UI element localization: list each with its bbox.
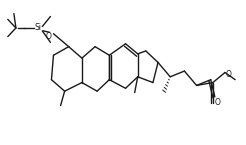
Text: Si: Si — [35, 23, 42, 32]
Text: O: O — [46, 32, 51, 41]
Text: O: O — [215, 98, 221, 107]
Text: O: O — [226, 70, 232, 79]
